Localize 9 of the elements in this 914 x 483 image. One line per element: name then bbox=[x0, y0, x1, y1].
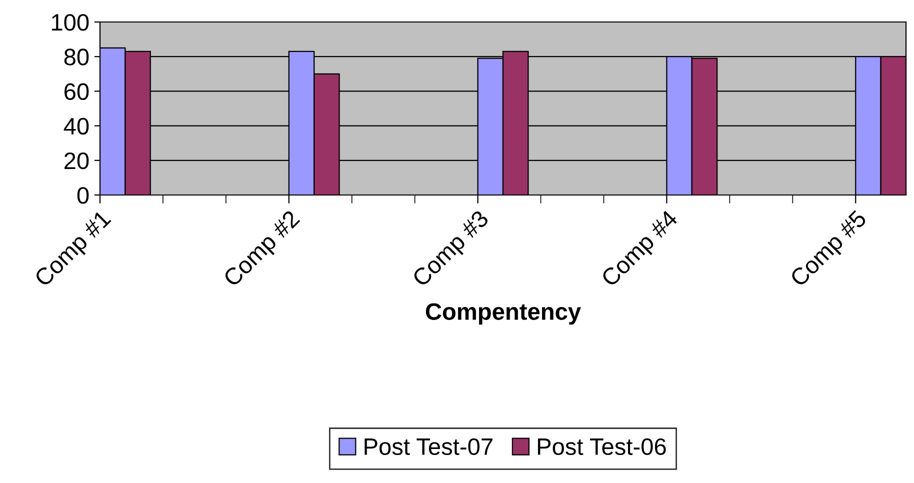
y-tick-label: 80 bbox=[64, 48, 89, 66]
y-tick-label: 40 bbox=[64, 118, 89, 135]
x-axis-title: Compentency bbox=[426, 303, 581, 325]
y-tick-label: 100 bbox=[52, 14, 89, 31]
legend-label: Post Test-07 bbox=[364, 438, 492, 456]
y-tick-label: 0 bbox=[77, 187, 89, 204]
y-tick-label: 20 bbox=[64, 152, 89, 170]
y-tick-label: 60 bbox=[64, 83, 89, 100]
legend-label: Post Test-06 bbox=[538, 438, 666, 456]
